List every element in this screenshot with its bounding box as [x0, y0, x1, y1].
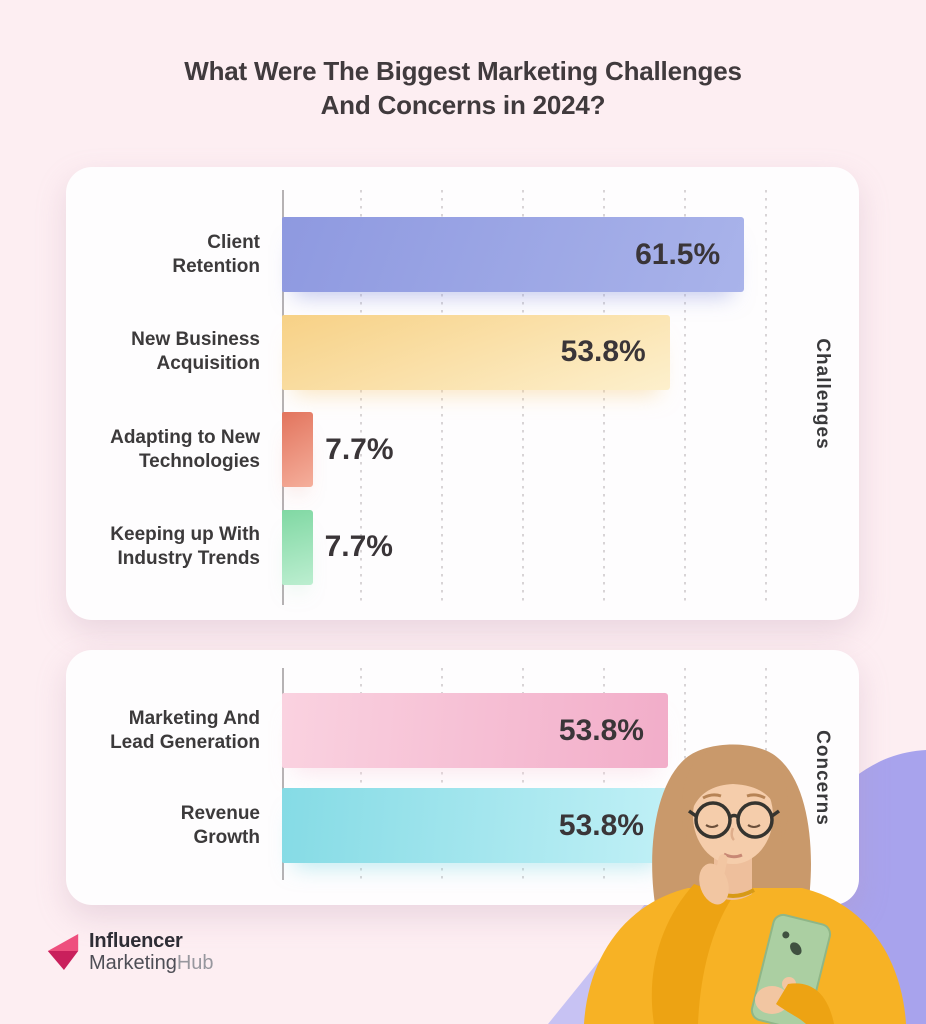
value-label: 61.5%: [635, 237, 721, 271]
page-title-line2: And Concerns in 2024?: [320, 90, 606, 120]
category-label-line: Lead Generation: [110, 731, 260, 753]
brand-name-bottom: MarketingHub: [89, 952, 214, 974]
gridline: [684, 190, 687, 605]
bar: [282, 788, 668, 863]
brand-logo: Influencer MarketingHub: [44, 930, 214, 974]
category-label: Revenue Growth: [66, 788, 282, 863]
gridline: [360, 190, 363, 605]
eye-left: [705, 824, 719, 828]
bar: [282, 693, 668, 768]
mouth: [723, 852, 743, 859]
gridline: [360, 668, 363, 880]
bar: [282, 217, 745, 292]
bar-track: 53.8%: [282, 788, 859, 863]
page-title: What Were The Biggest Marketing Challeng…: [0, 54, 926, 122]
brow-right: [746, 793, 766, 800]
category-label-line: Acquisition: [156, 353, 260, 374]
challenges-grid: [282, 190, 859, 605]
bar-track: 7.7%: [282, 412, 859, 487]
sweater-lower-arm: [776, 983, 834, 1024]
value-label: 7.7%: [325, 432, 394, 466]
logo-arrow-icon: [47, 933, 79, 971]
category-label: New Business Acquisition: [66, 315, 282, 390]
bar-track: 53.8%: [282, 693, 859, 768]
gridline: [765, 190, 768, 605]
woman-thinking-illustration: [584, 744, 906, 1024]
category-label-line: New Business: [131, 329, 260, 350]
bar-row: Adapting to New Technologies 7.7%: [66, 412, 859, 487]
category-label: Client Retention: [66, 217, 282, 292]
bar-track: 61.5%: [282, 217, 859, 292]
gridline: [522, 668, 525, 880]
bar-row: Keeping up With Industry Trends 7.7%: [66, 509, 859, 585]
nose: [730, 827, 735, 841]
category-label: Marketing And Lead Generation: [66, 693, 282, 768]
gridline: [603, 190, 606, 605]
brow-left: [702, 793, 722, 800]
category-label-line: Client: [207, 231, 260, 253]
value-label: 53.8%: [558, 808, 644, 842]
concerns-rows: Marketing And Lead Generation 53.8% Revenue…: [66, 668, 859, 880]
glasses-icon: [687, 801, 781, 839]
thinking-hand: [699, 854, 729, 905]
sweater: [584, 888, 906, 1024]
category-label-line: Adapting to New: [110, 426, 260, 448]
gridline: [441, 668, 444, 880]
bar-track: 7.7%: [282, 509, 859, 585]
challenges-rows: Client Retention 61.5% New Business Acquisit…: [66, 190, 859, 605]
category-label: Adapting to New Technologies: [66, 412, 282, 487]
side-label-concerns: Concerns: [812, 729, 833, 826]
category-label-line: Growth: [193, 826, 261, 848]
category-label: Keeping up With Industry Trends: [66, 510, 282, 585]
hair-front: [681, 744, 789, 844]
y-axis-line: [282, 668, 284, 880]
bar: [282, 509, 313, 585]
category-label-line: Keeping up With: [110, 524, 260, 545]
gridline: [441, 190, 444, 605]
bar-track: 53.8%: [282, 314, 859, 390]
brand-name-top: Influencer: [89, 930, 183, 952]
value-label: 53.8%: [558, 713, 644, 747]
bar: [282, 314, 670, 390]
page-title-line1: What Were The Biggest Marketing Challeng…: [184, 56, 742, 86]
brand-name: Influencer MarketingHub: [89, 930, 214, 974]
sweater-raised-arm: [651, 884, 732, 1024]
bar-row: Marketing And Lead Generation 53.8%: [66, 693, 859, 768]
y-axis-line: [282, 190, 284, 605]
bar-row: Client Retention 61.5%: [66, 217, 859, 292]
eye-right: [747, 824, 761, 828]
value-label: 53.8%: [560, 335, 646, 368]
bar: [282, 412, 314, 487]
category-label-line: Marketing And: [128, 707, 260, 729]
bar-row: Revenue Growth 53.8%: [66, 788, 859, 863]
gridline: [603, 668, 606, 880]
gridline: [522, 190, 525, 605]
category-label-line: Industry Trends: [117, 548, 260, 569]
category-label-line: Technologies: [138, 450, 260, 472]
side-label-challenges: Challenges: [812, 337, 833, 450]
value-label: 7.7%: [324, 530, 393, 563]
bar-row: New Business Acquisition 53.8%: [66, 314, 859, 390]
challenges-panel: Client Retention 61.5% New Business Acquisit…: [66, 167, 859, 620]
category-label-line: Revenue: [180, 802, 260, 824]
category-label-line: Retention: [172, 255, 260, 277]
